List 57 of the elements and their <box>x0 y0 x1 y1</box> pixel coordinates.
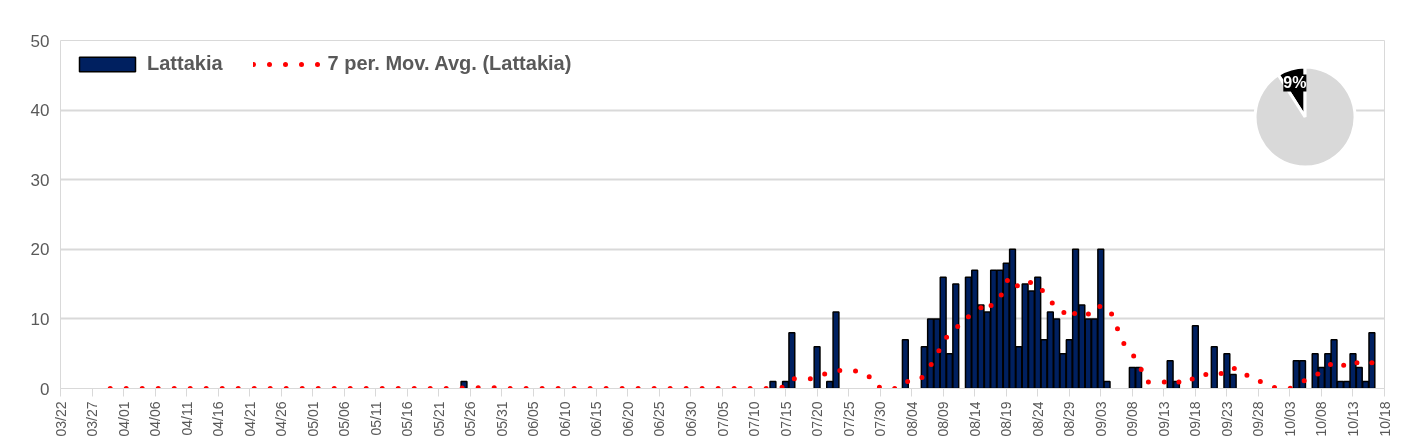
x-tick-label: 08/09 <box>935 401 952 437</box>
x-tick-label: 08/29 <box>1061 401 1078 437</box>
y-tick-label: 30 <box>30 170 50 190</box>
x-tick-label: 04/26 <box>273 401 290 437</box>
x-tick-label: 08/04 <box>903 401 920 437</box>
x-tick-label: 06/10 <box>556 401 573 437</box>
y-tick-label: 0 <box>40 379 50 399</box>
x-tick-label: 09/08 <box>1124 401 1141 437</box>
x-tick-label: 07/25 <box>840 401 857 437</box>
x-tick-label: 06/20 <box>619 401 636 437</box>
x-tick-label: 04/16 <box>210 401 227 437</box>
bar <box>813 345 821 389</box>
x-tick-label: 04/06 <box>147 401 164 437</box>
x-tick-label: 05/11 <box>367 401 384 436</box>
bar <box>901 339 909 389</box>
x-tick-label: 05/21 <box>430 401 447 437</box>
x-tick-label: 07/10 <box>746 401 763 437</box>
y-tick-label: 50 <box>30 31 50 51</box>
x-tick-label: 10/03 <box>1281 401 1298 437</box>
x-tick-label: 03/27 <box>84 401 101 437</box>
x-tick-label: 06/15 <box>588 401 605 437</box>
x-tick-label: 09/18 <box>1187 401 1204 437</box>
legend-label: 7 per. Mov. Avg. (Lattakia) <box>327 52 572 75</box>
x-tick-label: 10/08 <box>1313 401 1330 437</box>
x-tick-label: 08/19 <box>998 401 1015 437</box>
x-tick-label: 05/01 <box>304 401 321 437</box>
y-tick-label: 10 <box>30 309 50 329</box>
x-tick-label: 07/05 <box>714 401 731 437</box>
x-tick-label: 09/13 <box>1155 401 1172 437</box>
y-tick-label: 40 <box>30 101 50 121</box>
x-tick-label: 05/26 <box>462 401 479 437</box>
x-tick-label: 03/22 <box>52 401 69 437</box>
x-tick-label: 07/15 <box>777 401 794 437</box>
data-label: 9% <box>1283 74 1307 92</box>
bar <box>769 380 777 389</box>
bar <box>1191 325 1200 389</box>
x-tick-label: 10/13 <box>1344 401 1361 437</box>
x-tick-label: 06/05 <box>525 401 542 437</box>
x-tick-label: 07/30 <box>872 401 889 437</box>
x-tick-label: 09/23 <box>1218 401 1235 437</box>
x-tick-label: 09/03 <box>1092 401 1109 437</box>
x-tick-label: 09/28 <box>1250 401 1267 437</box>
x-tick-label: 05/06 <box>336 401 353 437</box>
x-tick-label: 05/16 <box>399 401 416 437</box>
x-tick-label: 08/14 <box>966 401 983 437</box>
x-tick-label: 10/18 <box>1376 401 1393 437</box>
x-tick-label: 06/30 <box>682 401 699 437</box>
bar <box>1210 345 1218 389</box>
legend-label: Lattakia <box>147 52 223 75</box>
x-tick-label: 07/20 <box>809 401 826 437</box>
x-tick-label: 04/21 <box>241 401 258 437</box>
y-tick-label: 20 <box>30 240 50 260</box>
x-tick-label: 06/25 <box>651 401 668 437</box>
x-tick-label: 08/24 <box>1029 401 1046 437</box>
x-tick-label: 04/01 <box>115 401 132 437</box>
x-tick-label: 04/11 <box>178 401 195 436</box>
x-tick-label: 05/31 <box>493 401 510 437</box>
